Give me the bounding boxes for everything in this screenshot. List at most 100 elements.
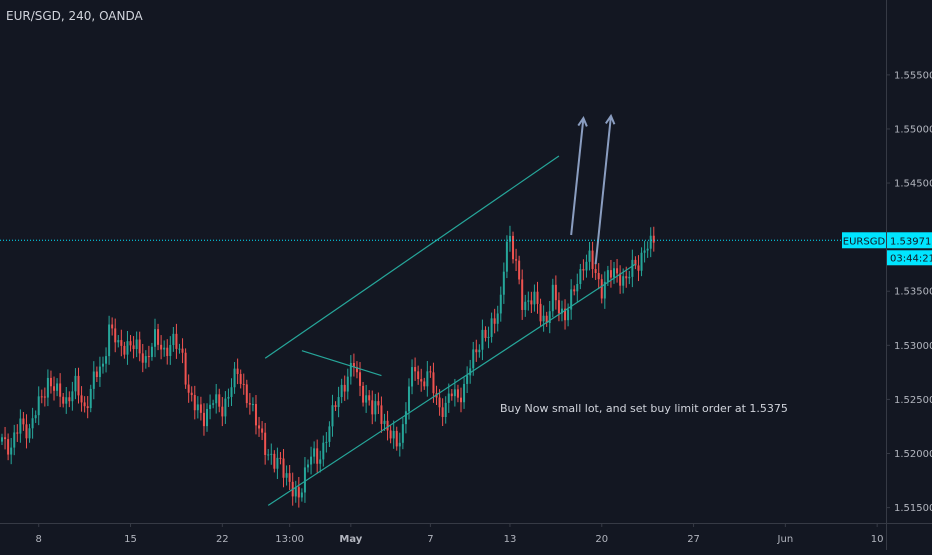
candle-body [138, 339, 141, 354]
candle-body [319, 459, 322, 464]
candle-body [343, 384, 346, 392]
candle-body [643, 250, 646, 253]
candle-body [346, 376, 349, 392]
symbol-label-box [842, 232, 886, 249]
candle-body [16, 432, 19, 434]
candle-body [398, 442, 401, 447]
candle-body [141, 353, 144, 363]
candle-body [46, 377, 49, 398]
candle-body [236, 368, 239, 375]
candle-body [154, 329, 156, 347]
candle-body [481, 329, 484, 350]
candle-body [114, 328, 117, 343]
candle-body [193, 395, 196, 411]
candle-body [447, 393, 450, 403]
candle-body [334, 405, 337, 408]
trade-note[interactable]: Buy Now small lot, and set buy limit ord… [500, 402, 788, 415]
candle-body [74, 375, 77, 392]
candle-body [355, 367, 358, 373]
candle-body [307, 464, 309, 468]
candle-body [4, 437, 7, 440]
candle-body [163, 347, 166, 350]
candle-body [294, 487, 297, 497]
price-tick-label: 1.54500 [894, 179, 932, 190]
candle-body [209, 404, 212, 409]
countdown-box [887, 250, 932, 266]
candle-body [276, 457, 279, 469]
candle-body [548, 311, 551, 323]
candle-body [453, 389, 456, 397]
candle-body [56, 383, 59, 391]
candle-body [328, 426, 331, 442]
candle-body [450, 393, 453, 397]
candle-body [83, 402, 86, 407]
candle-body [245, 384, 248, 404]
candle-body [313, 448, 316, 457]
candle-body [374, 401, 377, 415]
candle-body [386, 420, 389, 431]
candle-body [212, 403, 215, 405]
candle-body [19, 418, 22, 434]
candle-body [640, 252, 643, 271]
candle-body [631, 259, 634, 277]
price-tick-label: 1.55500 [894, 70, 932, 81]
candle-body [202, 412, 205, 427]
candle-body [438, 397, 441, 408]
candle-body [609, 270, 612, 278]
time-tick-label: 10 [871, 534, 884, 545]
candle-body [404, 411, 407, 425]
time-tick-label: 13:00 [275, 534, 304, 545]
forecast-arrow-2[interactable] [594, 115, 612, 265]
candle-body [613, 268, 615, 278]
candle-body [426, 371, 429, 387]
candle-body [199, 404, 202, 413]
forecast-arrow-1[interactable] [570, 118, 585, 236]
price-tick-label: 1.53500 [894, 287, 932, 298]
candle-body [365, 395, 368, 403]
candle-body [337, 397, 340, 408]
candle-body [652, 235, 655, 243]
candle-body [157, 329, 160, 345]
candle-body [65, 397, 68, 404]
candle-body [619, 273, 622, 286]
candle-body [28, 428, 31, 439]
candle-body [554, 284, 557, 301]
candle-body [325, 441, 328, 443]
channel-upper-line[interactable] [264, 155, 560, 359]
candle-body [303, 467, 306, 493]
candle-body [10, 447, 13, 455]
candle-body [567, 309, 570, 321]
candle-body [524, 301, 527, 310]
candle-body [264, 432, 267, 455]
candle-body [570, 289, 573, 310]
candle-body [288, 473, 291, 482]
price-tick-label: 1.53000 [894, 341, 932, 352]
candle-body [606, 270, 609, 282]
candle-body [512, 235, 515, 260]
candle-body [456, 389, 459, 398]
candle-body [542, 315, 545, 322]
channel-lower-line[interactable] [267, 263, 636, 506]
candle-body [634, 259, 637, 266]
candle-body [420, 379, 423, 382]
candle-body [7, 439, 10, 455]
candle-body [475, 349, 478, 353]
triangle-trend-line[interactable] [301, 350, 382, 377]
candle-body [218, 394, 221, 407]
candle-body [224, 398, 227, 417]
candle-body [603, 281, 606, 299]
candle-body [135, 339, 138, 350]
candle-body [616, 268, 619, 274]
candle-body [126, 341, 129, 355]
candle-body [108, 324, 111, 357]
candle-body [429, 371, 432, 373]
candle-body [71, 391, 74, 402]
candle-body [230, 387, 233, 397]
bar-countdown: 03:44:21 [890, 253, 932, 264]
candle-body [227, 396, 230, 399]
candle-body [411, 367, 414, 387]
candle-body [261, 428, 264, 433]
candle-body [625, 276, 628, 279]
